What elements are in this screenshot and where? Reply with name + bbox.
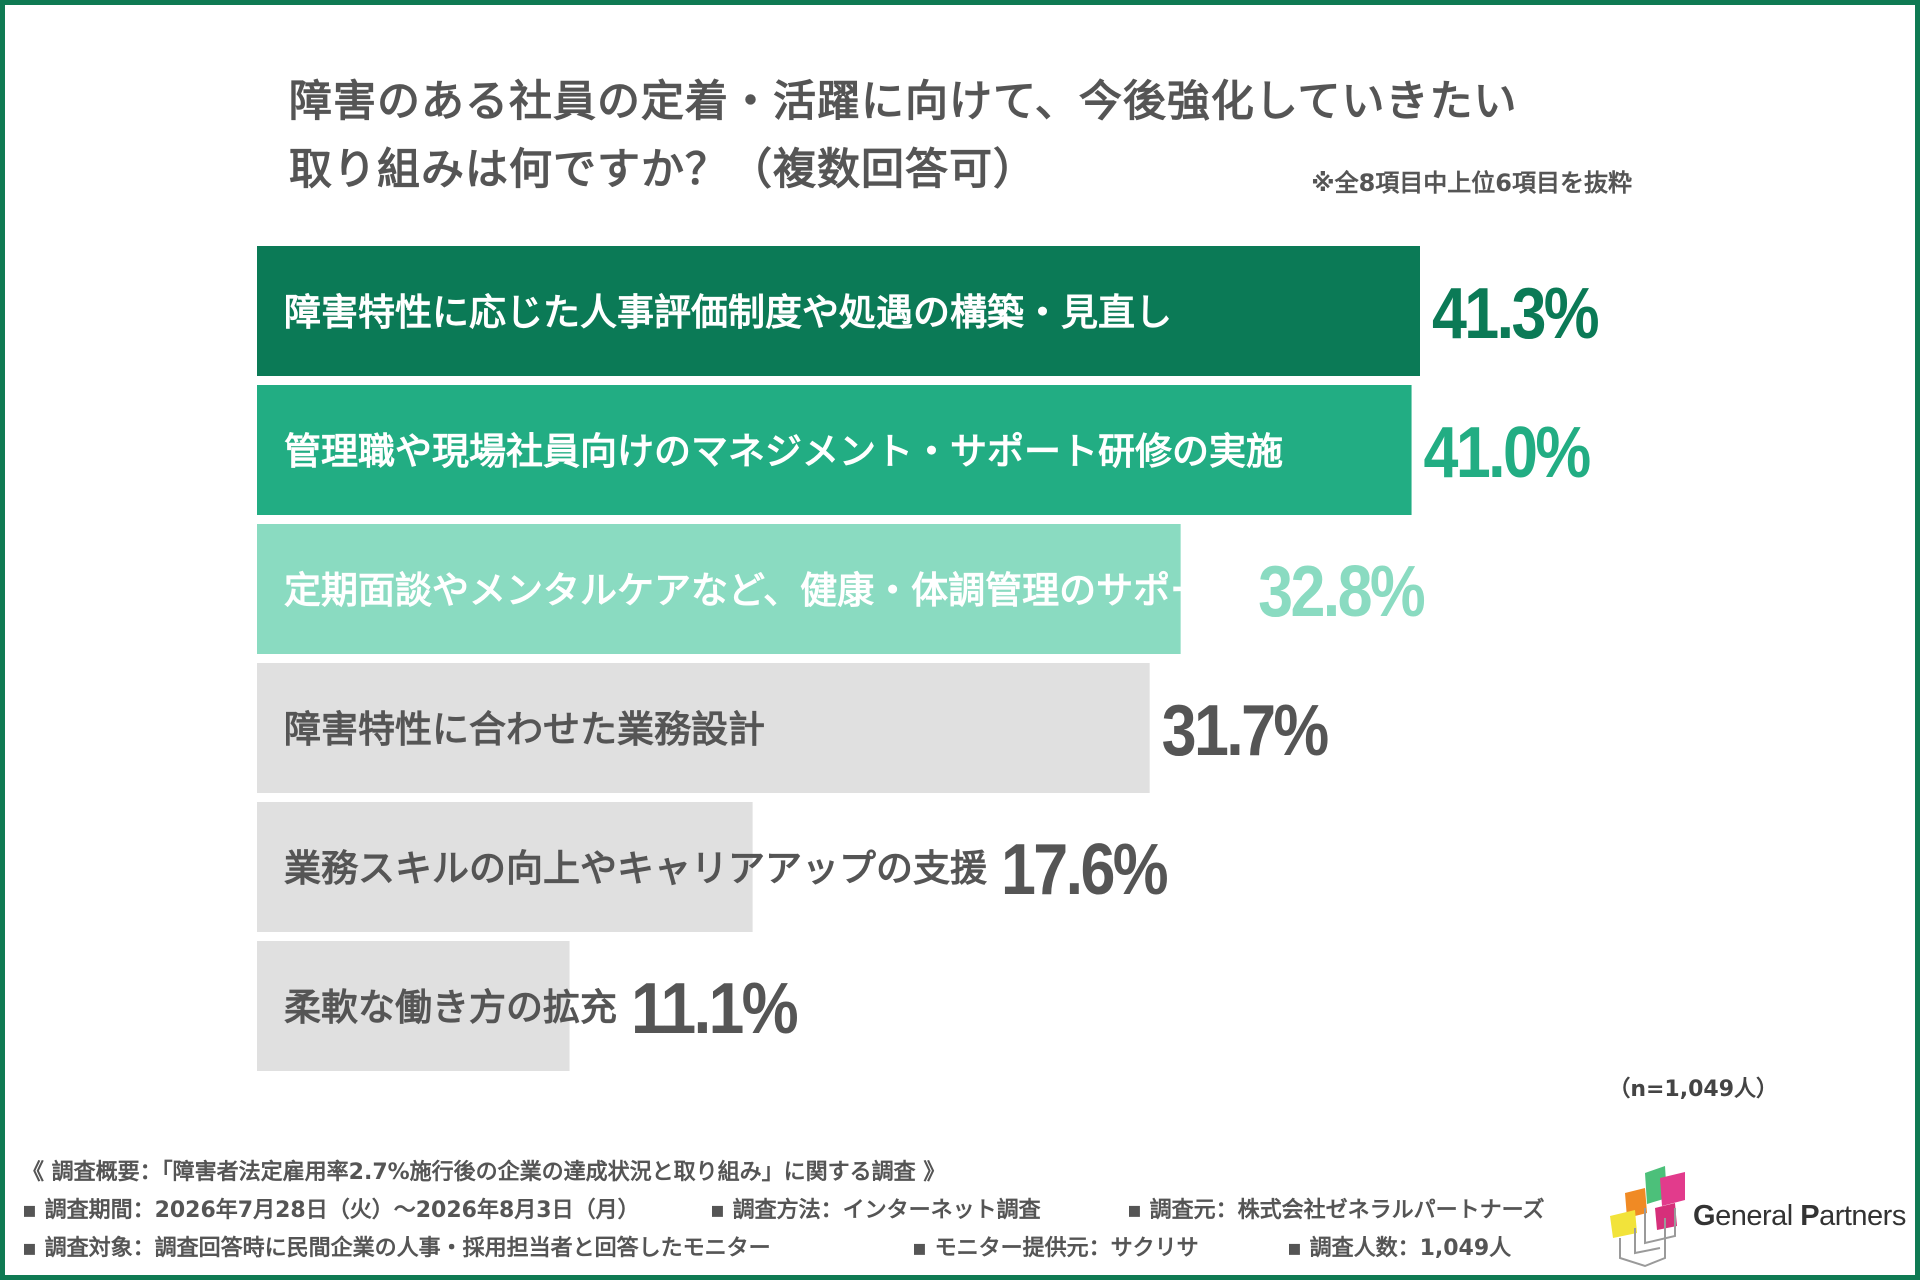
footer-target: ▪ 調査対象：調査回答時に民間企業の人事・採用担当者と回答したモニター: [22, 1236, 771, 1261]
bar-1: [257, 246, 1420, 376]
footer-summary: 《 調査概要：「障害者法定雇用率2.7%施行後の企業の達成状況と取り組み」に関す…: [22, 1160, 946, 1185]
bar-5: [257, 802, 753, 932]
value-label-4: 31.7%: [1162, 691, 1329, 771]
title-note: ※全8項目中上位6項目を抜粋: [1311, 169, 1632, 197]
bar-label-1: 障害特性に応じた人事評価制度や処遇の構築・見直し: [284, 291, 1172, 334]
footer-provider: ▪ モニター提供元：サクリサ: [912, 1236, 1199, 1261]
bar-3: [257, 524, 1181, 654]
value-label-5: 17.6%: [1001, 830, 1168, 910]
company-logo-text: General Partners: [1693, 1200, 1906, 1232]
company-logo-icon: [1610, 1166, 1685, 1268]
chart-title: 障害のある社員の定着・活躍に向けて、今後強化していきたい 取り組みは何ですか？（…: [289, 68, 1518, 204]
bar-label-6: 柔軟な働き方の拡充: [284, 986, 617, 1029]
value-label-3: 32.8%: [1258, 552, 1425, 632]
bar-6: [257, 941, 570, 1071]
value-label-6: 11.1%: [631, 969, 798, 1049]
bar-4: [257, 663, 1150, 793]
value-label-1: 41.3%: [1432, 274, 1599, 354]
bar-label-4: 障害特性に合わせた業務設計: [284, 708, 765, 751]
bar-label-3: 定期面談やメンタルケアなど、健康・体調管理のサポート: [284, 569, 1244, 612]
footer-count: ▪ 調査人数：1,049人: [1287, 1236, 1512, 1261]
title-line-2: 取り組みは何ですか？（複数回答可）: [289, 145, 1037, 195]
footer-method: ▪ 調査方法：インターネット調査: [710, 1198, 1041, 1223]
title-line-1: 障害のある社員の定着・活躍に向けて、今後強化していきたい: [289, 77, 1518, 127]
footer-source: ▪ 調査元：株式会社ゼネラルパートナーズ: [1127, 1198, 1545, 1223]
bar-label-5: 業務スキルの向上やキャリアアップの支援: [284, 847, 988, 890]
bar-2: [257, 385, 1412, 515]
sample-size-note: （n=1,049人）: [1608, 1077, 1778, 1102]
value-label-2: 41.0%: [1424, 413, 1591, 493]
bar-chart: 障害特性に応じた人事評価制度や処遇の構築・見直し 41.3% 管理職や現場社員向けの…: [257, 246, 1602, 1071]
bar-label-2: 管理職や現場社員向けのマネジメント・サポート研修の実施: [284, 430, 1283, 473]
footer-period: ▪ 調査期間：2026年7月28日（火）～2026年8月3日（月）: [22, 1198, 640, 1223]
